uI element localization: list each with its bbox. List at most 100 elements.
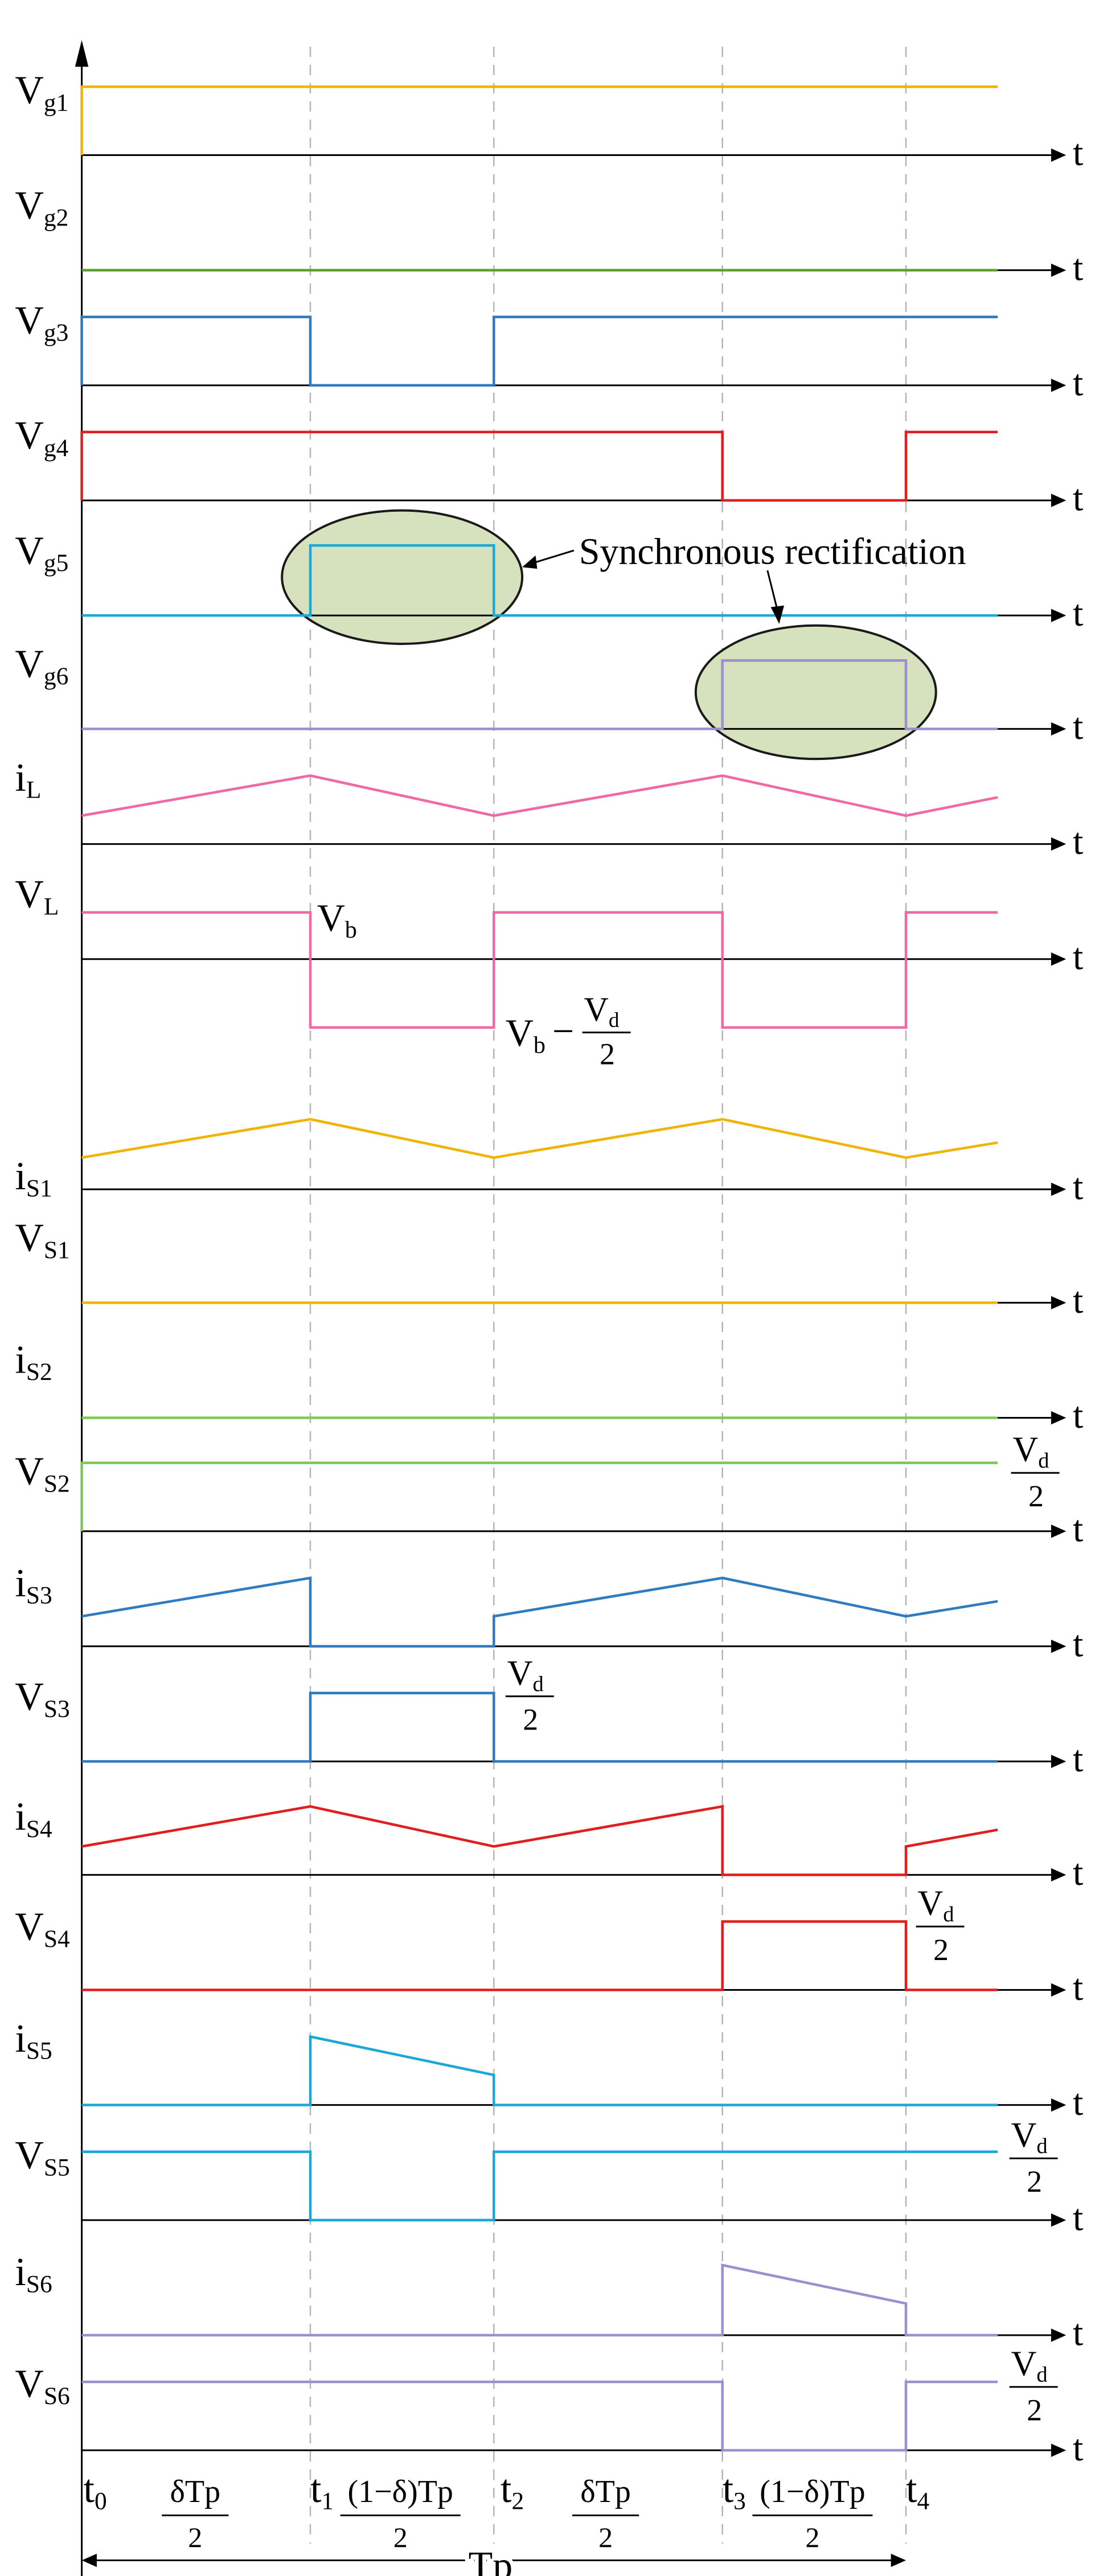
signal-label-iS1-sub: S1 xyxy=(26,1175,52,1202)
interval-label-3-num: δTp xyxy=(580,2474,631,2509)
period-arrow-left-head xyxy=(81,2553,97,2567)
time-axis-label-vg5: t xyxy=(1073,593,1083,634)
interval-label-4-den: 2 xyxy=(805,2521,819,2553)
waveform-iS5 xyxy=(81,2035,998,2106)
time-mark-t0: t0 xyxy=(84,2467,107,2515)
vl-low-frac-num-main: V xyxy=(584,991,609,1028)
time-axis-arrow-iS4 xyxy=(1051,1868,1067,1882)
vd-half-vs5-num: Vd xyxy=(1011,2116,1048,2158)
signal-label-VS4-sub: S4 xyxy=(44,1925,70,1953)
signal-label-iS5-main: i xyxy=(15,2017,26,2061)
time-axis-label-iS4: t xyxy=(1073,1852,1083,1893)
waveform-VS4 xyxy=(81,1920,998,1991)
time-axis-label-VS6: t xyxy=(1073,2427,1083,2469)
signal-label-iS3-main: i xyxy=(15,1562,26,1605)
signal-label-VS6: VS6 xyxy=(15,2362,69,2410)
time-axis-arrow-vg6 xyxy=(1051,722,1067,736)
vd-half-vs3-num: Vd xyxy=(507,1654,544,1696)
time-axis-label-VS1: t xyxy=(1073,1280,1083,1321)
time-axis-label-iS2: t xyxy=(1073,1395,1083,1436)
signal-label-iS5-sub: S5 xyxy=(26,2037,52,2065)
signal-label-vg1-main: V xyxy=(15,69,44,113)
signal-label-vg3-sub: g3 xyxy=(44,319,68,347)
signal-label-VS3-main: V xyxy=(15,1675,44,1719)
period-label: Tp xyxy=(469,2544,513,2576)
interval-label-1-den: 2 xyxy=(188,2521,202,2553)
waveform-vg6 xyxy=(81,659,998,730)
signal-label-vg1: Vg1 xyxy=(15,69,68,117)
vd-half-vs6-num-sub: d xyxy=(1036,2363,1047,2386)
vd-half-vs4-num: Vd xyxy=(918,1884,954,1926)
time-mark-t1-main: t xyxy=(310,2467,322,2511)
waveform-VS5 xyxy=(81,2150,998,2222)
vl-high-label-main: V xyxy=(317,896,345,939)
vd-half-vs6-num-main: V xyxy=(1011,2344,1037,2383)
sync-rect-highlight-2 xyxy=(694,624,937,761)
waveform-vg3 xyxy=(80,315,998,387)
time-axis-label-iS5: t xyxy=(1073,2082,1083,2123)
time-mark-t0-main: t xyxy=(84,2467,95,2511)
signal-label-iL: iL xyxy=(15,756,41,804)
signal-label-VS2-main: V xyxy=(15,1450,44,1494)
time-mark-t3-main: t xyxy=(723,2467,734,2511)
time-axis-arrow-vg4 xyxy=(1051,494,1067,507)
time-mark-t3-sub: 3 xyxy=(733,2488,746,2515)
vd-half-vs3-num-main: V xyxy=(507,1654,533,1692)
sync-rect-highlight-1 xyxy=(281,509,524,645)
signal-label-VS1-main: V xyxy=(15,1217,44,1260)
time-axis-arrow-VS1 xyxy=(1051,1296,1067,1310)
interval-label-1-num: δTp xyxy=(170,2474,221,2509)
signal-label-iS1-main: i xyxy=(15,1155,26,1198)
signal-label-vg4-sub: g4 xyxy=(44,434,69,462)
time-axis-arrow-VS4 xyxy=(1051,1983,1067,1997)
vl-low-label: Vb xyxy=(506,1011,546,1058)
time-axis-arrow-vg3 xyxy=(1051,379,1067,392)
time-axis-label-iS3: t xyxy=(1073,1623,1083,1665)
time-axis-label-VL: t xyxy=(1073,936,1083,977)
signal-label-VS2: VS2 xyxy=(15,1450,69,1498)
interval-label-4-num: (1−δ)Tp xyxy=(760,2474,865,2509)
time-axis-arrow-VS3 xyxy=(1051,1755,1067,1768)
vd-half-vs4-den: 2 xyxy=(933,1933,949,1967)
time-axis-arrow-iS2 xyxy=(1051,1411,1067,1425)
sync-rect-annotation: Synchronous rectification xyxy=(579,531,966,572)
signal-label-VS6-sub: S6 xyxy=(44,2382,70,2410)
signal-label-vg4: Vg4 xyxy=(15,414,68,462)
vd-half-vs4-num-sub: d xyxy=(943,1903,954,1926)
time-axis-label-VS4: t xyxy=(1073,1967,1083,2008)
vl-high-label: Vb xyxy=(317,896,357,943)
waveform-vg5 xyxy=(81,544,998,617)
vl-low-frac-num: Vd xyxy=(584,991,620,1032)
time-axis-label-vg6: t xyxy=(1073,706,1083,747)
vd-half-vs2-num: Vd xyxy=(1013,1431,1049,1473)
time-axis-label-iS1: t xyxy=(1073,1166,1083,1208)
signal-label-VS2-sub: S2 xyxy=(44,1470,70,1497)
signal-label-vg5: Vg5 xyxy=(15,529,68,577)
waveform-VS6 xyxy=(81,2380,998,2452)
vertical-axis-arrow xyxy=(75,40,89,67)
vd-half-vs2-num-sub: d xyxy=(1038,1449,1049,1473)
vd-half-vs2-num-main: V xyxy=(1013,1431,1039,1469)
signal-label-iS4-main: i xyxy=(15,1795,26,1839)
time-axis-arrow-VS2 xyxy=(1051,1525,1067,1538)
vd-half-vs3-den: 2 xyxy=(523,1702,538,1736)
time-mark-t1-sub: 1 xyxy=(321,2488,334,2515)
annotation-arrow-2-head xyxy=(770,605,785,624)
signal-label-vg3-main: V xyxy=(15,299,44,343)
annotation-arrow-1-head xyxy=(522,555,538,569)
time-axis-label-VS3: t xyxy=(1073,1739,1083,1780)
time-axis-label-iL: t xyxy=(1073,821,1083,862)
signal-label-iS1: iS1 xyxy=(15,1155,52,1202)
signal-label-vg1-sub: g1 xyxy=(44,89,68,116)
vl-low-frac-num-sub: d xyxy=(609,1009,620,1032)
time-axis-label-vg4: t xyxy=(1073,478,1083,519)
signal-label-vg2-main: V xyxy=(15,184,44,228)
signal-label-iS4-sub: S4 xyxy=(26,1815,52,1843)
time-mark-t1: t1 xyxy=(310,2467,334,2515)
vl-low-label-main: V xyxy=(506,1011,534,1054)
signal-label-vg6-main: V xyxy=(15,643,44,687)
time-axis-arrow-iL xyxy=(1051,837,1067,851)
time-mark-t2-sub: 2 xyxy=(511,2488,524,2515)
